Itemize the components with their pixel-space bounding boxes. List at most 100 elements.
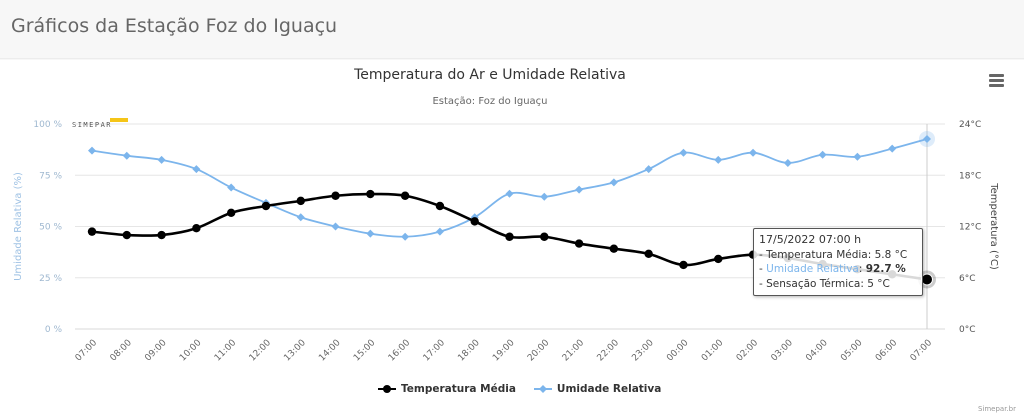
x-tick-label: 21:00	[561, 338, 587, 364]
x-tick-label: 04:00	[804, 338, 830, 364]
temperature-point	[400, 191, 410, 200]
chart-title: Temperatura do Ar e Umidade Relativa	[354, 67, 626, 83]
tooltip: 17/5/2022 07:00 h - Temperatura Média: 5…	[753, 228, 923, 296]
y-left-axis-title: Umidade Relativa (%)	[13, 172, 24, 281]
x-tick-label: 15:00	[352, 338, 378, 364]
x-tick-label: 07:00	[909, 338, 935, 364]
chart-context-menu-button[interactable]	[985, 70, 1009, 92]
temperature-point	[679, 260, 688, 270]
temperature-point	[366, 189, 375, 199]
x-tick-label: 16:00	[387, 338, 413, 364]
tooltip-temp-name: Temperatura Média	[766, 248, 868, 261]
y-right-tick-label: 12°C	[959, 223, 981, 233]
humidity-point	[575, 185, 584, 194]
y-right-axis-title: Temperatura (°C)	[988, 182, 999, 270]
humidity-point	[435, 227, 444, 236]
x-tick-label: 17:00	[422, 338, 448, 364]
x-tick-label: 05:00	[839, 338, 865, 364]
hamburger-menu-icon-bar	[989, 79, 1004, 82]
x-tick-label: 07:00	[74, 338, 100, 364]
humidity-point	[783, 158, 792, 167]
x-tick-label: 19:00	[491, 338, 517, 364]
humidity-point	[679, 148, 688, 157]
humidity-point	[227, 183, 236, 192]
humidity-point	[296, 213, 305, 222]
hamburger-menu-icon-bar	[989, 84, 1004, 87]
humidity-point	[331, 222, 340, 231]
x-tick-label: 14:00	[317, 338, 343, 364]
legend-label-umidade: Umidade Relativa	[556, 383, 662, 395]
chart-subtitle: Estação: Foz do Iguaçu	[432, 96, 548, 107]
y-left-tick-label: 50 %	[39, 223, 62, 233]
y-left-tick-label: 100 %	[33, 120, 62, 130]
credits-link[interactable]: Simepar.br	[977, 405, 1016, 413]
tooltip-line-feels-like: - Sensação Térmica: 5 °C	[759, 277, 890, 290]
temperature-point	[261, 201, 271, 211]
humidity-point	[366, 229, 375, 238]
temperature-point	[87, 227, 97, 236]
tooltip-date: 17/5/2022 07:00 h	[759, 233, 862, 246]
x-tick-label: 23:00	[630, 338, 656, 364]
y-left-tick-label: 0 %	[45, 325, 63, 335]
y-left-tick-label: 75 %	[39, 171, 62, 181]
temperature-point	[296, 196, 305, 206]
temperature-point	[714, 254, 723, 264]
y-left-tick-label: 25 %	[39, 274, 62, 284]
temperature-point	[505, 232, 514, 241]
humidity-point	[923, 134, 931, 143]
x-tick-label: 18:00	[456, 338, 482, 364]
temperature-point	[157, 230, 166, 240]
humidity-point	[505, 189, 514, 198]
y-right-tick-label: 18°C	[959, 171, 981, 181]
legend-label-temperatura: Temperatura Média	[401, 383, 516, 395]
x-tick-label: 03:00	[770, 338, 796, 364]
temperature-point	[574, 239, 584, 248]
hamburger-menu-icon	[989, 74, 1004, 77]
tooltip-temp-value: 5.8 °C	[874, 248, 908, 261]
page-title: Gráficos da Estação Foz do Iguaçu	[11, 15, 338, 37]
page-header: Gráficos da Estação Foz do Iguaçu	[0, 0, 1024, 59]
temperature-point	[609, 244, 619, 253]
tooltip-feels-value: 5 °C	[867, 277, 890, 290]
humidity-point	[192, 165, 201, 174]
humidity-point	[888, 144, 897, 153]
tooltip-feels-name: Sensação Térmica	[766, 277, 861, 290]
temperature-point	[540, 232, 549, 241]
x-tick-label: 20:00	[526, 338, 552, 364]
humidity-series-line	[91, 138, 928, 238]
temperature-point	[122, 230, 131, 240]
humidity-point	[818, 150, 827, 159]
x-tick-label: 00:00	[665, 338, 691, 364]
legend-circle-marker-icon	[378, 385, 396, 393]
legend-diamond-marker-icon	[533, 385, 552, 393]
tooltip-line-temperature: - Temperatura Média: 5.8 °C	[759, 248, 908, 261]
temperature-point	[226, 208, 236, 218]
humidity-point	[749, 148, 758, 157]
y-right-tick-label: 0°C	[959, 325, 976, 335]
x-tick-label: 22:00	[596, 338, 622, 364]
y-right-tick-label: 6°C	[959, 274, 976, 284]
humidity-point	[853, 152, 862, 161]
legend: Temperatura Média Umidade Relativa	[378, 381, 679, 397]
legend-item-temperatura-media[interactable]: Temperatura Média	[378, 383, 516, 395]
humidity-point	[122, 151, 131, 160]
temperature-point	[331, 191, 340, 200]
legend-item-umidade-relativa[interactable]: Umidade Relativa	[533, 383, 662, 395]
temperature-point	[644, 249, 653, 259]
humidity-point	[88, 146, 96, 155]
temperature-point	[192, 224, 201, 233]
humidity-point	[401, 232, 410, 241]
x-tick-label: 12:00	[248, 338, 274, 364]
x-tick-label: 02:00	[735, 338, 761, 364]
humidity-point	[157, 155, 166, 164]
x-tick-label: 11:00	[213, 338, 239, 364]
x-tick-label: 01:00	[700, 338, 726, 364]
x-tick-label: 09:00	[143, 338, 169, 364]
humidity-point	[540, 192, 549, 201]
temperature-point	[921, 273, 933, 286]
y-right-tick-label: 24°C	[959, 120, 981, 130]
temperature-point	[470, 217, 479, 226]
temperature-point	[435, 201, 445, 211]
humidity-point	[714, 155, 723, 164]
